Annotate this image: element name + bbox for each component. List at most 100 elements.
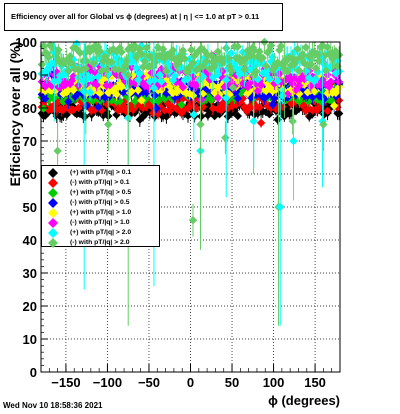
data-point [218,98,228,108]
data-point [107,57,116,67]
data-point [95,46,105,56]
data-point [89,59,98,68]
data-point [119,65,128,75]
data-point [47,70,56,79]
data-point [246,93,256,102]
data-point [162,67,171,76]
data-point [132,63,141,72]
data-point [143,82,153,91]
data-point [301,43,311,52]
data-point [64,97,73,106]
data-point [157,77,166,86]
data-point [261,61,271,71]
data-point [77,65,86,75]
y-tick-label: 30 [23,266,37,281]
data-point [99,111,108,120]
data-point [40,94,50,103]
data-point [223,112,233,121]
y-tick-label: 50 [23,200,37,215]
outlier-point [104,120,113,129]
data-point [213,93,223,103]
data-point [94,102,103,112]
data-point [114,65,123,74]
data-point [64,66,73,76]
chart-title: Efficiency over all for Global vs ϕ (deg… [4,3,283,31]
data-point [165,82,174,91]
data-point [59,97,68,106]
data-point [135,69,145,78]
data-point [207,51,216,60]
data-point [47,81,56,91]
data-point [183,67,193,76]
outlier-point [222,93,231,103]
data-point [75,109,85,119]
data-point [334,82,344,92]
data-point [132,53,141,62]
data-point [148,54,158,64]
data-point [188,106,198,116]
data-point [183,103,193,113]
outlier-point [189,110,199,119]
data-point [212,87,221,96]
data-point [323,106,332,116]
data-point [99,57,108,66]
data-point [197,112,206,121]
outlier-point [149,84,159,93]
data-point [258,53,267,63]
data-point [85,88,95,97]
data-point [200,66,209,75]
data-point [37,60,47,69]
y-tick-label: 0 [30,365,37,380]
data-point [188,72,198,81]
data-point [80,112,90,121]
data-point [311,64,321,73]
data-point [150,75,159,85]
data-point [117,47,126,57]
data-point [107,72,116,81]
data-point [188,91,198,100]
data-point [148,108,158,118]
data-point [188,58,198,68]
data-point [130,97,140,106]
data-point [115,96,125,106]
data-point [59,70,68,79]
data-point [95,88,105,98]
data-point [270,79,279,88]
data-point [187,45,196,55]
legend-entry: (-) with pT/|q| > 1.0 [42,218,159,228]
data-point [69,105,78,115]
data-point [245,79,254,88]
data-point [90,105,100,114]
data-point [82,56,91,66]
data-point [40,82,50,91]
data-point [105,80,115,90]
data-point [298,50,307,59]
y-tick-label: 60 [23,167,37,182]
data-point [160,106,169,115]
data-point [273,76,282,86]
data-point [153,81,163,91]
data-point [223,104,233,113]
data-point [69,86,78,95]
legend-label: (+) with pT/|q| > 1.0 [70,209,132,216]
data-point [293,44,302,54]
legend-label: (+) with pT/|q| > 2.0 [70,229,132,236]
outlier-point [124,70,133,80]
data-point [329,53,339,62]
data-point [148,96,158,105]
data-point [57,74,66,84]
data-point [326,77,336,86]
data-point [178,46,188,55]
outlier-point [81,64,91,73]
data-point [44,52,53,62]
data-point [49,43,58,53]
legend-label: (-) with pT/|q| > 0.1 [70,179,130,186]
x-tick-label: 50 [225,375,239,390]
legend-marker [48,168,58,178]
legend-label: (-) with pT/|q| > 1.0 [70,219,130,226]
data-point [260,94,269,103]
data-point [295,97,304,106]
legend-entry: (-) with pT/|q| > 2.0 [42,238,159,248]
outlier-point [53,146,62,156]
data-point [104,69,113,79]
